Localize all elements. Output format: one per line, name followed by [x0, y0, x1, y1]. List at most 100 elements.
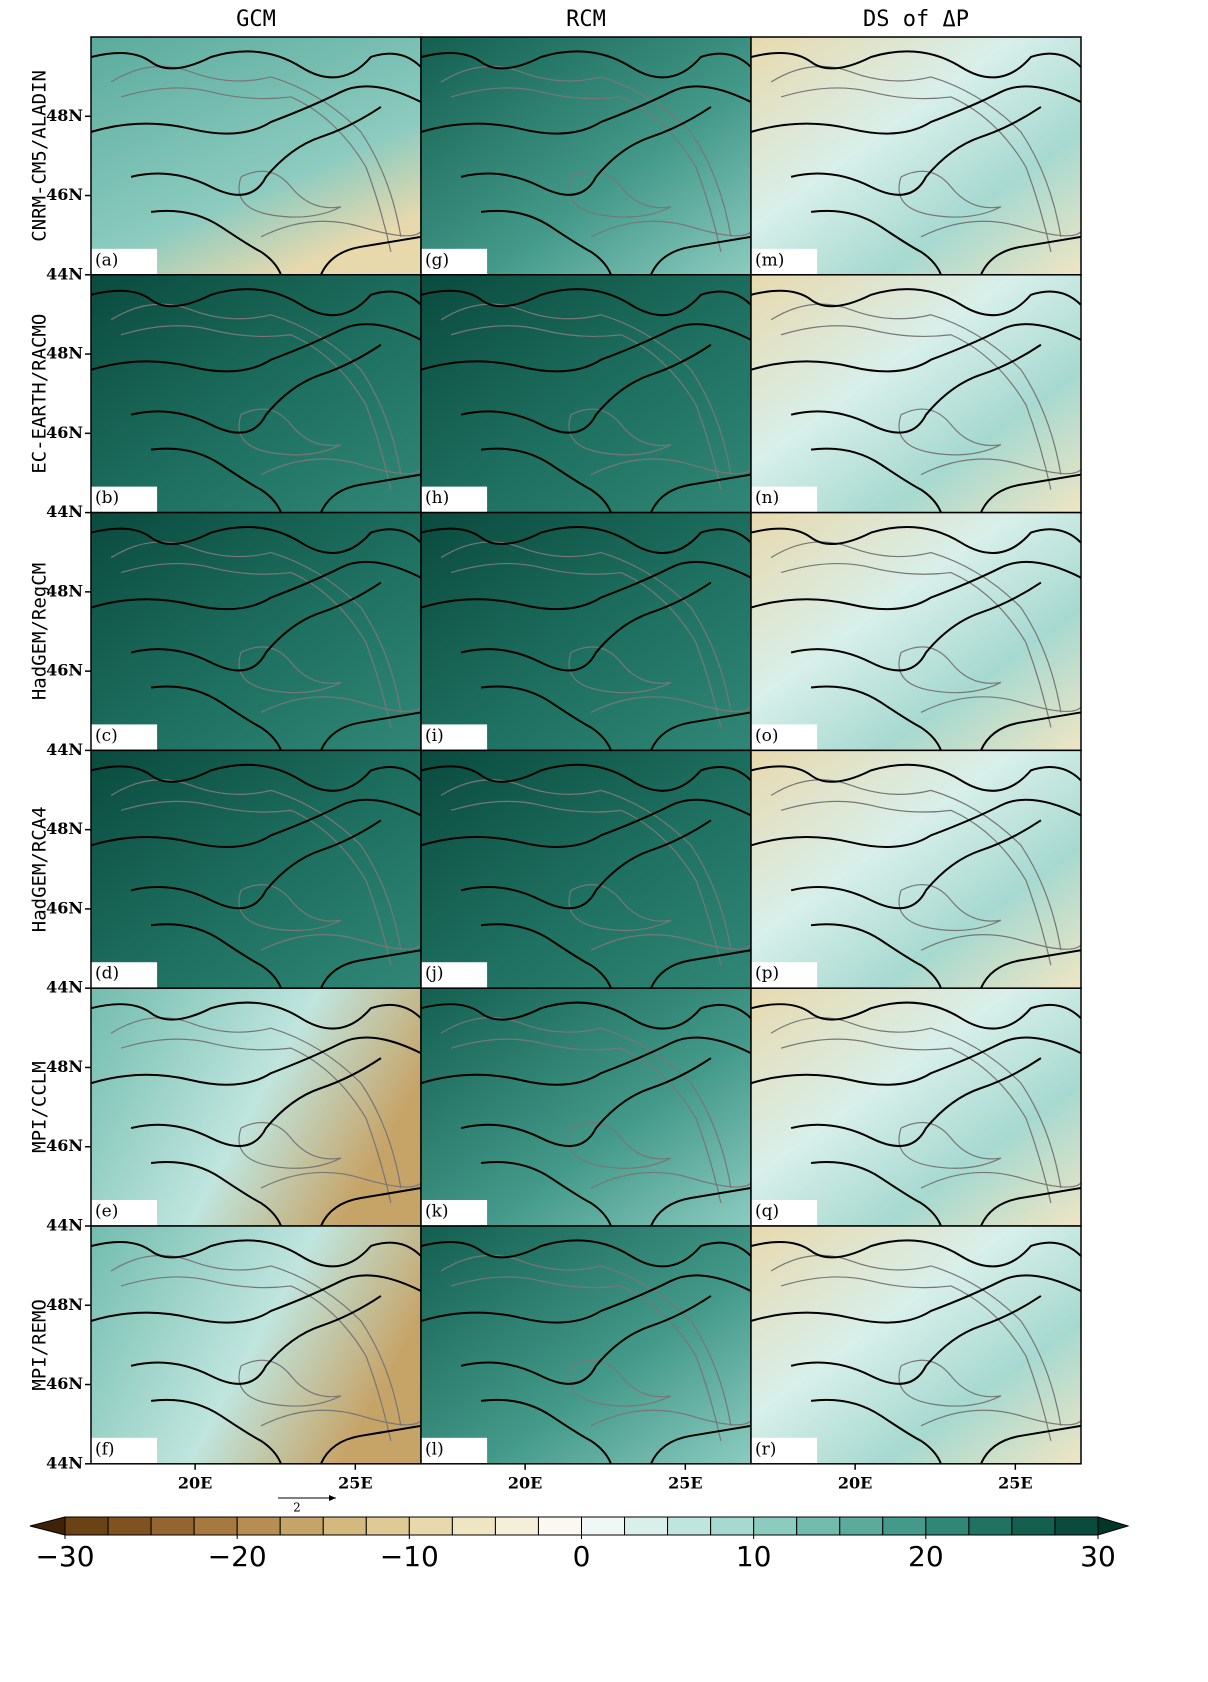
reference-arrowhead [329, 1495, 336, 1501]
map-field [421, 37, 751, 275]
colorbar-tick-label: −30 [35, 1540, 94, 1573]
map-field [751, 988, 1081, 1226]
panel-letter: (p) [755, 964, 779, 984]
colorbar-box [1054, 1516, 1099, 1536]
panel-letter: (k) [425, 1202, 449, 1222]
colorbar-tick-label: 30 [1080, 1540, 1116, 1573]
map-field [751, 750, 1081, 989]
lat-tick-label: 48N [46, 819, 83, 838]
lon-tick-label: 25E [998, 1473, 1032, 1492]
lat-tick-label: 46N [46, 661, 83, 680]
colorbar-box [64, 1516, 109, 1536]
lat-tick-label: 44N [46, 502, 83, 521]
panel-letter: (j) [425, 964, 444, 984]
colorbar-box [882, 1516, 927, 1536]
panel-letter: (a) [95, 250, 118, 270]
lon-tick-label: 20E [838, 1473, 872, 1492]
colorbar-box [968, 1516, 1013, 1536]
map-field [751, 512, 1081, 751]
reference-label: 2 [293, 1501, 301, 1515]
colorbar-box [667, 1516, 712, 1536]
lon-tick-label: 20E [508, 1473, 542, 1492]
colorbar-box [365, 1516, 410, 1536]
panel-letter: (m) [755, 250, 784, 270]
panel-letter: (e) [95, 1202, 118, 1222]
map-field [751, 37, 1081, 275]
map-field [751, 274, 1081, 513]
panel-letter: (c) [95, 726, 118, 746]
lat-tick-label: 44N [46, 1453, 83, 1472]
lat-tick-label: 48N [46, 344, 83, 363]
lon-tick-label: 25E [338, 1473, 372, 1492]
colorbar-over [1097, 1516, 1130, 1536]
map-field [91, 37, 421, 275]
row-label: CNRM-CM5/ALADIN [29, 70, 51, 242]
lon-tick-label: 20E [178, 1473, 212, 1492]
colorbar-box [107, 1516, 152, 1536]
colorbar-box [839, 1516, 884, 1536]
colorbar-box [236, 1516, 281, 1536]
colorbar-tick-label: 10 [736, 1540, 772, 1573]
row-label: HadGEM/RegCM [29, 563, 51, 700]
lat-tick-label: 46N [46, 423, 83, 442]
lat-tick-label: 46N [46, 1136, 83, 1155]
panel-letter: (i) [425, 726, 444, 746]
colorbar-box [753, 1516, 798, 1536]
panel-letter: (d) [95, 964, 119, 984]
map-field [421, 274, 751, 513]
lat-tick-label: 48N [46, 1057, 83, 1076]
colorbar-box [494, 1516, 539, 1536]
map-field [91, 274, 421, 513]
lat-tick-label: 46N [46, 185, 83, 204]
map-field [91, 750, 421, 989]
lat-tick-label: 48N [46, 581, 83, 600]
colorbar-box [451, 1516, 496, 1536]
colorbar-tick-label: 0 [573, 1540, 591, 1573]
lat-tick-label: 46N [46, 1374, 83, 1393]
panel-letter: (r) [755, 1439, 776, 1459]
lat-tick-label: 44N [46, 1216, 83, 1235]
colorbar-under [29, 1516, 66, 1536]
lat-tick-label: 44N [46, 978, 83, 997]
panel-letter: (o) [755, 726, 779, 746]
colorbar-box [408, 1516, 453, 1536]
map-field [751, 1226, 1081, 1464]
colorbar-tick-label: −20 [208, 1540, 267, 1573]
column-title: DS of ΔP [863, 7, 969, 32]
colorbar-box [710, 1516, 755, 1536]
lon-tick-label: 25E [668, 1473, 702, 1492]
map-field [421, 988, 751, 1226]
colorbar-box [581, 1516, 626, 1536]
colorbar-box [537, 1516, 582, 1536]
colorbar-box [1011, 1516, 1056, 1536]
panel-letter: (l) [425, 1439, 444, 1459]
colorbar-box [796, 1516, 841, 1536]
row-label: MPI/REMO [29, 1299, 51, 1391]
row-label: MPI/CCLM [29, 1061, 51, 1153]
colorbar-tick-label: 20 [908, 1540, 944, 1573]
column-title: RCM [566, 7, 606, 32]
lat-tick-label: 48N [46, 1295, 83, 1314]
panel-letter: (q) [755, 1202, 779, 1222]
lat-tick-label: 44N [46, 264, 83, 283]
panel-frame [750, 1225, 1082, 1465]
colorbar-box [150, 1516, 195, 1536]
row-label: HadGEM/RCA4 [29, 806, 51, 932]
column-title: GCM [236, 7, 276, 32]
map-field [421, 512, 751, 751]
lat-tick-label: 44N [46, 740, 83, 759]
map-field [91, 988, 421, 1226]
panel-letter: (b) [95, 488, 119, 508]
row-label: EC-EARTH/RACMO [29, 314, 51, 474]
panel-letter: (h) [425, 488, 449, 508]
lat-tick-label: 48N [46, 106, 83, 125]
colorbar-box [624, 1516, 669, 1536]
lat-tick-label: 46N [46, 898, 83, 917]
map-field [421, 1226, 751, 1464]
map-field [91, 512, 421, 751]
panel-letter: (g) [425, 250, 449, 270]
colorbar-box [322, 1516, 367, 1536]
colorbar-tick-label: −10 [380, 1540, 439, 1573]
map-field [91, 1226, 421, 1464]
panel-letter: (n) [755, 488, 779, 508]
